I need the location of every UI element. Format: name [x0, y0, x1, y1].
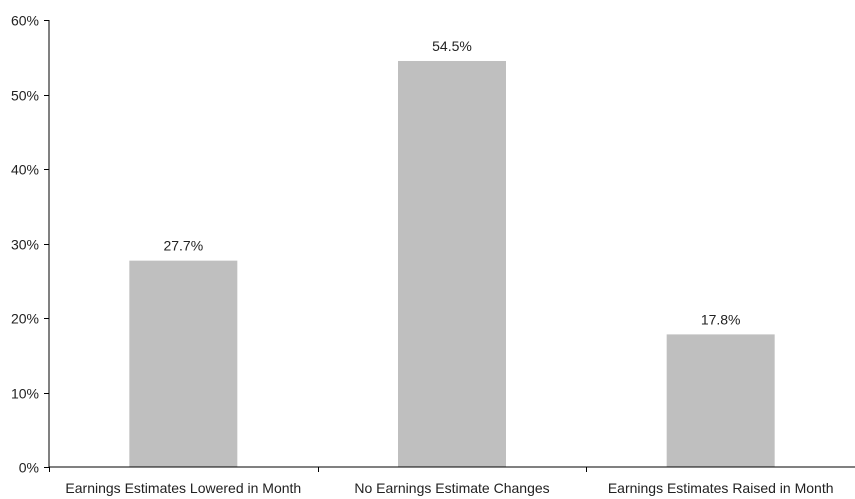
y-axis-ticks: [44, 20, 49, 468]
y-axis-tick-labels: 0% 10% 20% 30% 40% 50% 60%: [11, 13, 39, 476]
y-tick-label: 30%: [11, 237, 39, 253]
y-tick-label: 20%: [11, 311, 39, 327]
y-tick-label: 60%: [11, 13, 39, 29]
x-axis-category-labels: Earnings Estimates Lowered in Month No Ea…: [65, 480, 833, 496]
bar: [666, 334, 775, 467]
category-label: No Earnings Estimate Changes: [354, 480, 549, 496]
category-label: Earnings Estimates Raised in Month: [608, 480, 834, 496]
category-label: Earnings Estimates Lowered in Month: [65, 480, 301, 496]
y-tick-label: 0%: [19, 460, 39, 476]
bars-group: [129, 60, 775, 467]
data-label: 17.8%: [701, 311, 741, 327]
bar: [398, 60, 506, 467]
y-tick-label: 50%: [11, 88, 39, 104]
y-tick-label: 10%: [11, 386, 39, 402]
data-labels-group: 27.7% 54.5% 17.8%: [163, 38, 740, 327]
data-label: 27.7%: [163, 238, 203, 254]
bar: [129, 260, 238, 467]
y-tick-label: 40%: [11, 162, 39, 178]
x-axis-ticks: [49, 467, 587, 472]
data-label: 54.5%: [432, 38, 472, 54]
